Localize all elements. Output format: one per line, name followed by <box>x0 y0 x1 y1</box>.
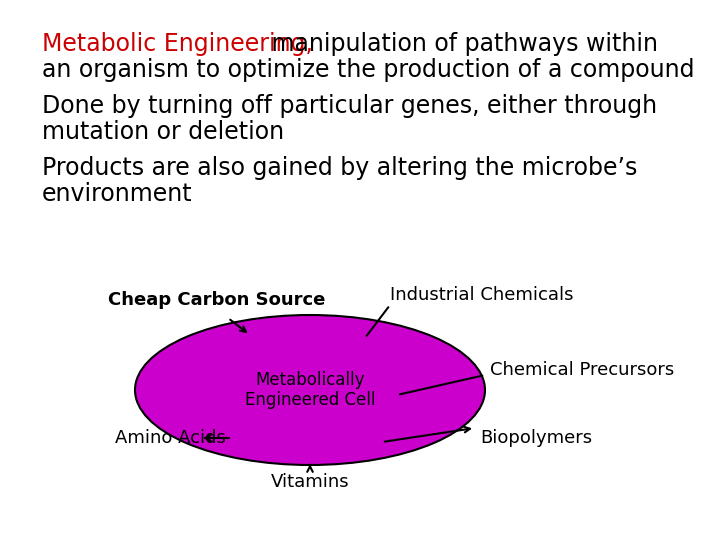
Text: manipulation of pathways within: manipulation of pathways within <box>264 32 658 56</box>
Text: Biopolymers: Biopolymers <box>480 429 592 447</box>
Text: Metabolically
Engineered Cell: Metabolically Engineered Cell <box>245 370 375 409</box>
Text: Chemical Precursors: Chemical Precursors <box>490 361 674 379</box>
Text: Products are also gained by altering the microbe’s: Products are also gained by altering the… <box>42 156 637 180</box>
Text: Cheap Carbon Source: Cheap Carbon Source <box>108 291 325 309</box>
Text: environment: environment <box>42 182 193 206</box>
Text: Vitamins: Vitamins <box>271 473 349 491</box>
Ellipse shape <box>135 315 485 465</box>
Text: an organism to optimize the production of a compound: an organism to optimize the production o… <box>42 58 695 82</box>
Text: Done by turning off particular genes, either through: Done by turning off particular genes, ei… <box>42 94 657 118</box>
Text: Metabolic Engineering,: Metabolic Engineering, <box>42 32 313 56</box>
Text: Amino Acids: Amino Acids <box>115 429 226 447</box>
Text: mutation or deletion: mutation or deletion <box>42 120 284 144</box>
Text: Industrial Chemicals: Industrial Chemicals <box>390 286 574 304</box>
